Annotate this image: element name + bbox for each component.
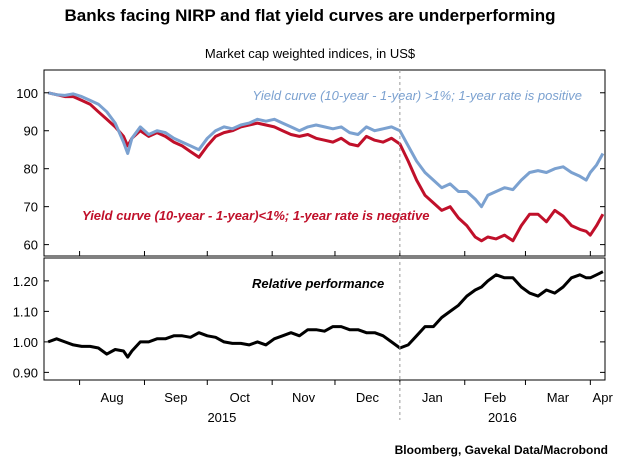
bottom-y-tick-label: 1.00 [13, 335, 38, 350]
annotation-negative-curve: Yield curve (10-year - 1-year)<1%; 1-yea… [82, 208, 429, 223]
x-year-label-2016: 2016 [488, 410, 517, 425]
x-month-label: Sep [164, 390, 187, 405]
x-month-label: Nov [292, 390, 316, 405]
x-month-label: Aug [100, 390, 123, 405]
x-month-label: Mar [547, 390, 570, 405]
x-month-label: Dec [356, 390, 380, 405]
top-y-tick-label: 80 [24, 162, 38, 177]
top-y-tick-label: 100 [16, 86, 38, 101]
bottom-y-tick-label: 1.10 [13, 304, 38, 319]
x-month-label: Oct [230, 390, 251, 405]
top-panel-frame [43, 69, 606, 257]
top-y-tick-label: 70 [24, 200, 38, 215]
top-y-tick-label: 90 [24, 124, 38, 139]
top-y-tick-label: 60 [24, 238, 38, 253]
bottom-y-tick-label: 0.90 [13, 365, 38, 380]
series-line-positive-curve [47, 91, 605, 209]
x-month-label: Feb [484, 390, 506, 405]
x-month-label: Jan [422, 390, 443, 405]
source-note: Bloomberg, Gavekal Data/Macrobond [394, 443, 608, 457]
series-line-relative-performance [47, 270, 604, 359]
annotation-relative-performance: Relative performance [252, 276, 384, 291]
chart-subtitle: Market cap weighted indices, in US$ [204, 46, 416, 61]
annotation-positive-curve: Yield curve (10-year - 1-year) >1%; 1-ye… [252, 88, 582, 103]
chart-title: Banks facing NIRP and flat yield curves … [64, 6, 556, 25]
bottom-y-tick-label: 1.20 [13, 274, 38, 289]
x-year-label-2015: 2015 [207, 410, 236, 425]
x-month-label: Apr [593, 390, 614, 405]
